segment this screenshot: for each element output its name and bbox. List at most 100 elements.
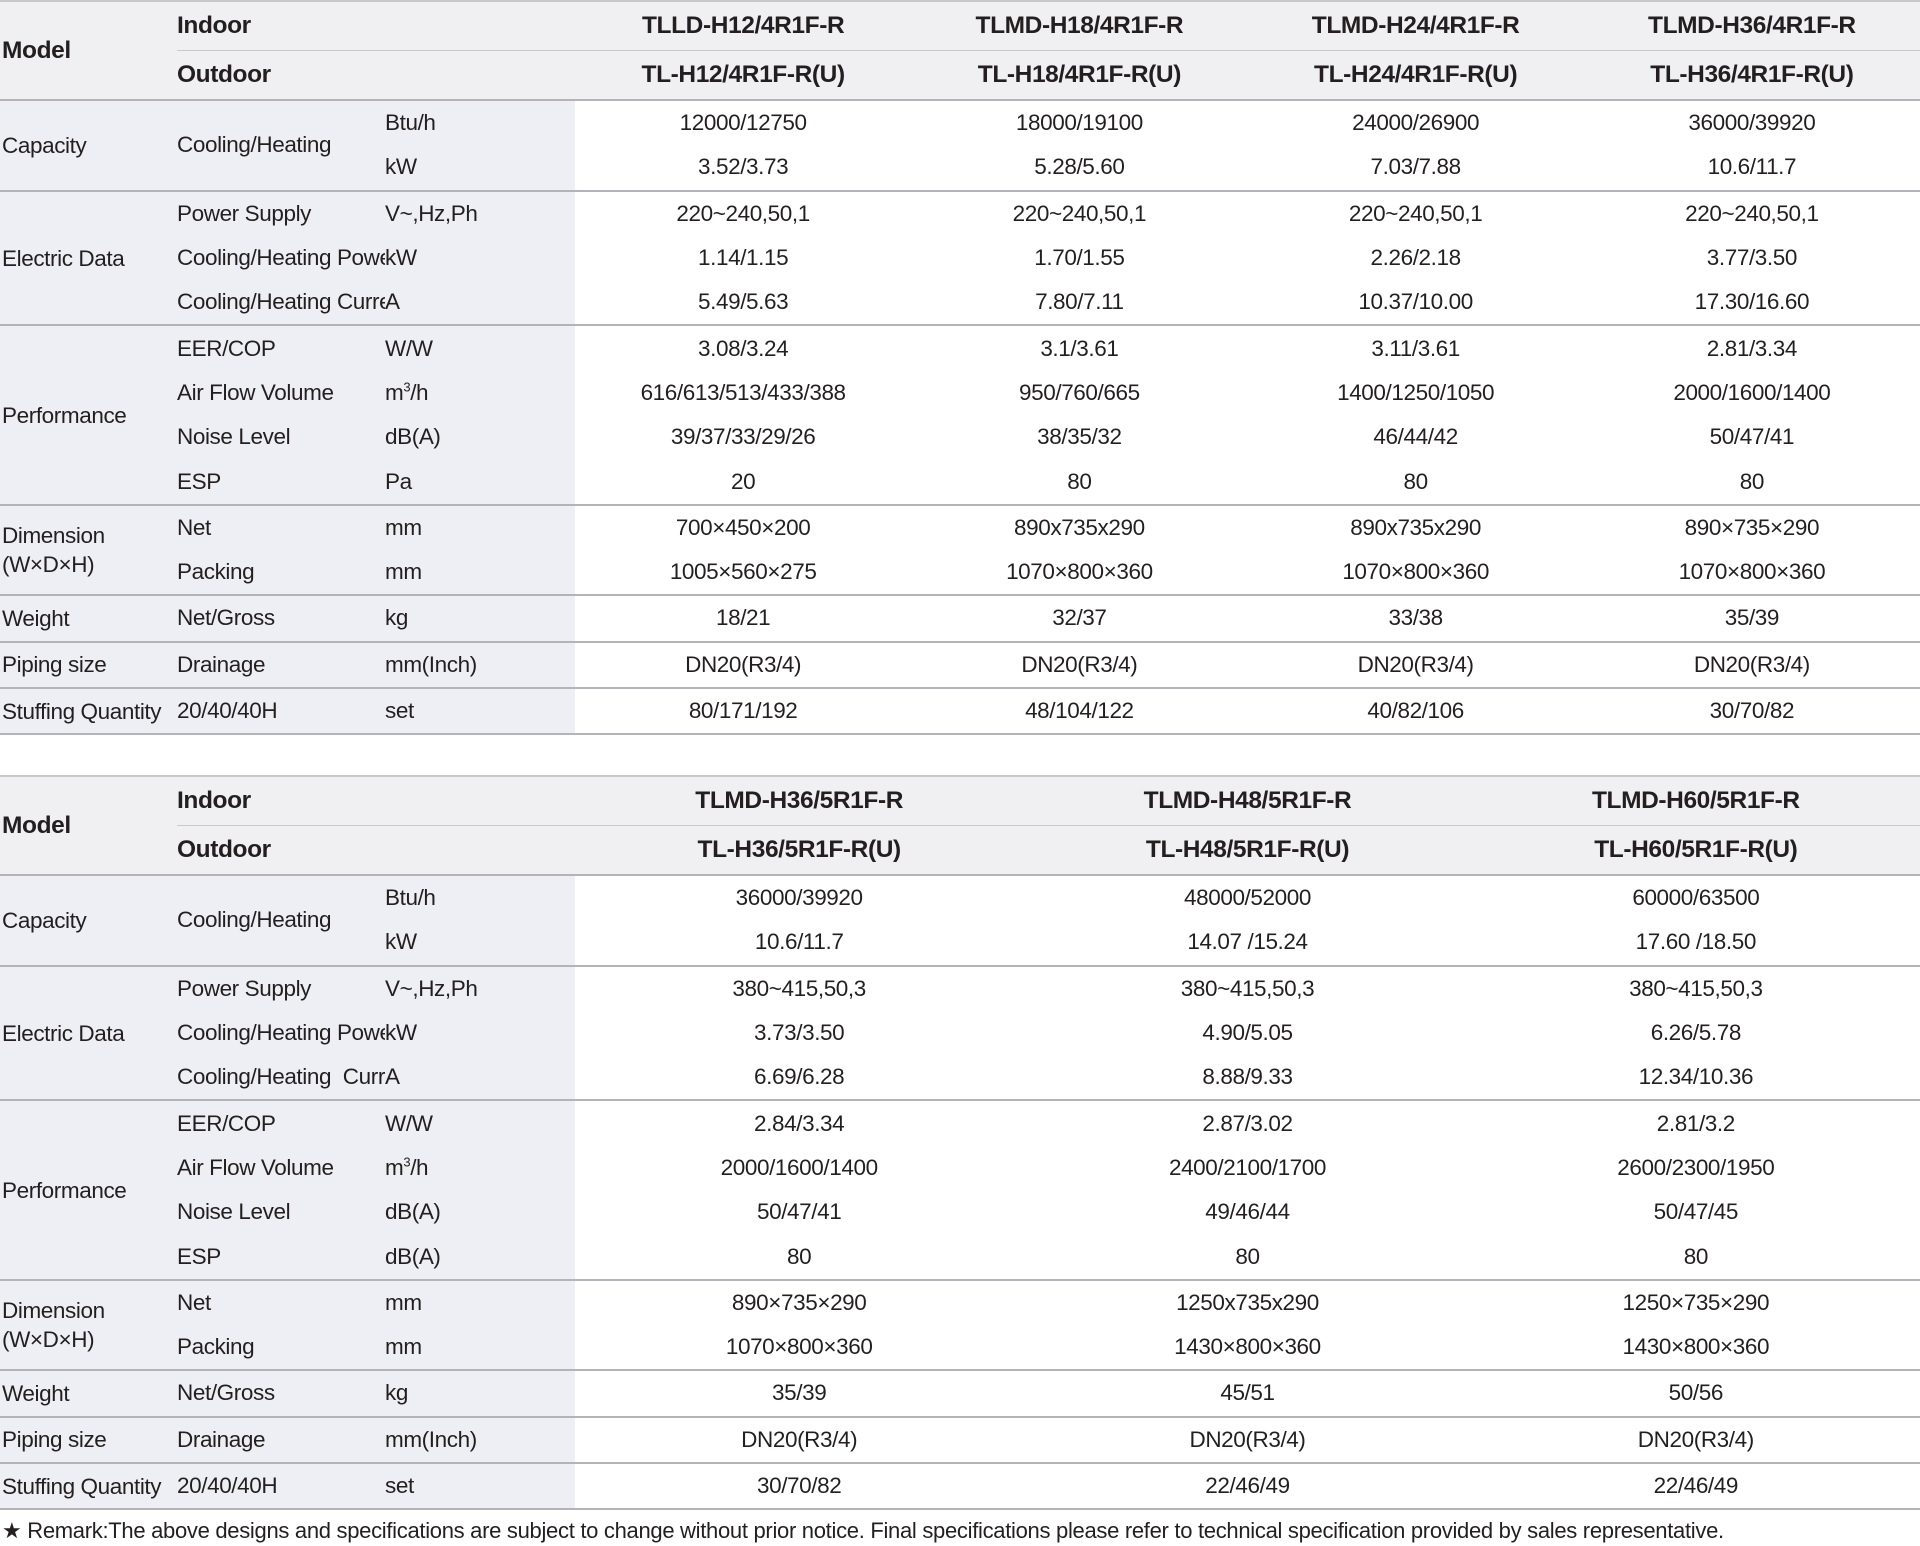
spec-value: 39/37/33/29/26	[575, 415, 912, 460]
unit-superscript: 3	[403, 1154, 411, 1170]
spec-table-2: Model Indoor TLMD-H36/5R1F-R TLMD-H48/5R1F-…	[0, 775, 1920, 1511]
table-row: Packing mm 1070×800×360 1430×800×360 1430×80…	[0, 1324, 1920, 1372]
category-piping: Piping size	[0, 1416, 177, 1464]
spec-value: 35/39	[1583, 595, 1920, 643]
outdoor-model: TL-H36/5R1F-R(U)	[575, 825, 1024, 876]
spec-value: 2.26/2.18	[1247, 235, 1584, 281]
row-label: 20/40/40H	[177, 1462, 385, 1511]
spec-value: 80	[1471, 1234, 1920, 1281]
spec-value: 35/39	[575, 1370, 1024, 1418]
unit-label: mm(Inch)	[385, 641, 575, 689]
table-row: Electric Data Power Supply V~,Hz,Ph 380~415…	[0, 965, 1920, 1102]
outdoor-header-row: Outdoor TL-H36/5R1F-R(U) TL-H48/5R1F-R(U) T…	[0, 825, 1920, 876]
category-piping: Piping size	[0, 641, 177, 689]
spec-value: 6.26/5.78	[1471, 1010, 1920, 1056]
spec-value: 40/82/106	[1247, 687, 1584, 736]
spec-value: 80/171/192	[575, 687, 912, 736]
spec-value: 220~240,50,1	[575, 190, 912, 236]
spec-value: DN20(R3/4)	[575, 641, 912, 689]
spec-value: DN20(R3/4)	[575, 1416, 1024, 1464]
row-label: Net	[177, 504, 385, 550]
spec-value: 2.81/3.2	[1471, 1100, 1920, 1146]
spec-value: 6.69/6.28	[575, 1055, 1024, 1102]
spec-value: 3.77/3.50	[1583, 235, 1920, 281]
outdoor-model: TL-H36/4R1F-R(U)	[1583, 50, 1920, 101]
spec-value: 380~415,50,3	[1023, 965, 1472, 1011]
outdoor-model: TL-H48/5R1F-R(U)	[1023, 825, 1472, 876]
unit-label: Pa	[385, 459, 575, 506]
spec-value: 5.28/5.60	[911, 145, 1248, 192]
spec-value: 1430×800×360	[1023, 1324, 1472, 1372]
indoor-model: TLMD-H60/5R1F-R	[1471, 776, 1920, 826]
category-stuffing: Stuffing Quantity	[0, 687, 177, 736]
unit-tail: /h	[410, 379, 429, 405]
table-row: Stuffing Quantity 20/40/40H set 80/171/192 4…	[0, 687, 1920, 736]
outdoor-model: TL-H12/4R1F-R(U)	[575, 50, 912, 101]
spec-value: 220~240,50,1	[1583, 190, 1920, 236]
spec-value: DN20(R3/4)	[1471, 1416, 1920, 1464]
row-label: Noise Level	[177, 1190, 385, 1235]
remark-text: Remark:The above designs and specificati…	[27, 1518, 1724, 1543]
spec-value: 8.88/9.33	[1023, 1055, 1472, 1102]
indoor-model: TLMD-H36/4R1F-R	[1583, 1, 1920, 51]
unit-label: kW	[385, 235, 575, 281]
spec-value: 3.1/3.61	[911, 325, 1248, 371]
row-label: Drainage	[177, 1416, 385, 1464]
row-label: Net	[177, 1279, 385, 1325]
unit-label: set	[385, 687, 575, 736]
remark-note: ★ Remark:The above designs and specifica…	[2, 1518, 1724, 1544]
indoor-model: TLMD-H48/5R1F-R	[1023, 776, 1472, 826]
row-label: Cooling/Heating Current	[177, 1055, 385, 1102]
spec-value: 3.73/3.50	[575, 1010, 1024, 1056]
spec-value: 700×450×200	[575, 504, 912, 550]
unit-base: m	[385, 379, 404, 405]
row-label: Packing	[177, 1324, 385, 1372]
spec-value: 48/104/122	[911, 687, 1248, 736]
outdoor-label: Outdoor	[177, 825, 575, 876]
table-row: Packing mm 1005×560×275 1070×800×360 1070×80…	[0, 549, 1920, 597]
spec-value: 616/613/513/433/388	[575, 370, 912, 416]
spec-value: 5.49/5.63	[575, 280, 912, 327]
unit-label: mm	[385, 1279, 575, 1325]
outdoor-model: TL-H60/5R1F-R(U)	[1471, 825, 1920, 876]
indoor-model: TLMD-H18/4R1F-R	[911, 1, 1248, 51]
spec-value: 10.6/11.7	[1583, 145, 1920, 192]
spec-value: DN20(R3/4)	[1583, 641, 1920, 689]
spec-value: 45/51	[1023, 1370, 1472, 1418]
unit-label: Btu/h	[385, 875, 575, 921]
category-dimension-line1: Dimension	[2, 1297, 105, 1323]
spec-value: 30/70/82	[1583, 687, 1920, 736]
spec-value: 1.14/1.15	[575, 235, 912, 281]
indoor-header-row: Model Indoor TLLD-H12/4R1F-R TLMD-H18/4R1F-…	[0, 1, 1920, 101]
row-label: Air Flow Volume	[177, 370, 385, 416]
table-row: Air Flow Volume m3/h 2000/1600/1400 2400/21…	[0, 1145, 1920, 1191]
category-electric: Electric Data	[0, 965, 177, 1102]
table-row: Weight Net/Gross kg 18/21 32/37 33/38 35/39	[0, 595, 1920, 643]
unit-label: kg	[385, 595, 575, 643]
spec-value: 890×735×290	[1583, 504, 1920, 550]
spec-value: 18/21	[575, 595, 912, 643]
capacity-sub-label: Cooling/Heating	[177, 100, 385, 192]
table-row: Cooling/Heating CurrentA6.69/6.288.88/9.…	[0, 1055, 1920, 1102]
spec-value: 80	[575, 1234, 1024, 1281]
category-dimension: Dimension (W×D×H)	[0, 1279, 177, 1372]
spec-value: 890x735x290	[911, 504, 1248, 550]
row-label: 20/40/40H	[177, 687, 385, 736]
spec-value: 80	[911, 459, 1248, 506]
category-capacity: Capacity	[0, 875, 177, 967]
category-dimension-line1: Dimension	[2, 522, 105, 548]
outdoor-model: TL-H24/4R1F-R(U)	[1247, 50, 1584, 101]
spec-table-1: Model Indoor TLLD-H12/4R1F-R TLMD-H18/4R1F-…	[0, 0, 1920, 736]
table-row: Weight Net/Gross kg 35/39 45/51 50/56	[0, 1370, 1920, 1418]
unit-label: mm	[385, 1324, 575, 1372]
spec-value: 30/70/82	[575, 1462, 1024, 1511]
spec-value: 7.03/7.88	[1247, 145, 1584, 192]
spec-value: 1070×800×360	[1583, 549, 1920, 597]
category-performance: Performance	[0, 325, 177, 506]
unit-label: kW	[385, 920, 575, 967]
row-label: Cooling/Heating Current	[177, 280, 385, 327]
table-row: Dimension (W×D×H) Net mm 700×450×200 890x735x…	[0, 504, 1920, 597]
spec-value: 20	[575, 459, 912, 506]
category-electric: Electric Data	[0, 190, 177, 327]
unit-label: A	[385, 280, 575, 327]
